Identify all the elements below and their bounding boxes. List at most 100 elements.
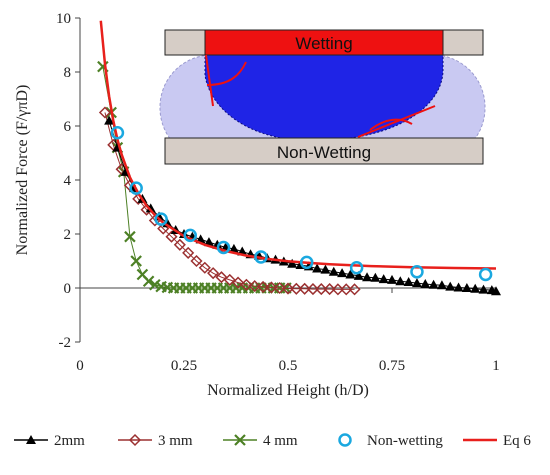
data-point-3mm	[173, 238, 186, 251]
bottom-plate	[164, 137, 484, 165]
data-point-2mm	[461, 283, 472, 292]
data-point-2mm	[145, 203, 156, 213]
data-point-3mm	[215, 271, 228, 284]
data-point-nonwetting	[349, 261, 364, 275]
data-point-2mm	[362, 272, 373, 282]
legend-marker-2mm	[26, 435, 36, 444]
data-point-nonwetting	[410, 265, 424, 279]
data-point-3mm	[315, 283, 328, 296]
data-point-2mm	[312, 263, 323, 273]
data-point-3mm	[323, 283, 336, 296]
data-point-3mm	[223, 273, 236, 286]
x-tick-label: 0	[76, 358, 84, 374]
series-nonwetting	[110, 126, 493, 282]
inset-bottom-label: Non-Wetting	[277, 143, 371, 162]
data-point-4mm	[130, 255, 142, 267]
data-point-nonwetting	[478, 267, 493, 282]
legend-item-non-wetting: Non-wetting	[338, 433, 443, 449]
contact-angle-line-bottom	[357, 105, 436, 138]
data-point-2mm	[387, 274, 397, 284]
data-point-2mm	[203, 237, 214, 247]
y-axis-title: Normalized Force (F/γπD)	[14, 85, 31, 256]
data-point-3mm	[182, 246, 195, 259]
contact-angle-arc-top	[206, 61, 247, 86]
data-point-3mm	[306, 283, 320, 296]
data-point-2mm	[370, 272, 381, 282]
data-point-4mm	[124, 230, 136, 243]
data-point-3mm	[232, 276, 245, 289]
legend-marker-non-wetting	[338, 433, 352, 447]
inset-schematic: Wetting Non-Wetting	[159, 29, 486, 165]
data-point-3mm	[265, 281, 278, 294]
data-point-nonwetting	[154, 212, 168, 226]
legend-item-3mm: 3 mm	[118, 433, 193, 449]
data-point-2mm	[453, 282, 464, 292]
data-point-2mm	[378, 274, 389, 284]
x-axis-title: Normalized Height (h/D)	[207, 382, 369, 399]
contact-angle-line-top	[205, 54, 214, 107]
legend-item-2mm: 2mm	[14, 433, 85, 449]
data-point-3mm	[281, 282, 295, 295]
y-tick-label: 4	[64, 173, 72, 189]
data-point-2mm	[328, 266, 339, 276]
data-point-3mm	[115, 163, 128, 176]
y-tick-label: 2	[64, 227, 72, 243]
data-point-2mm	[104, 115, 115, 125]
x-tick-label: 0.25	[171, 358, 197, 374]
data-point-2mm	[478, 284, 489, 294]
x-tick-label: 1	[492, 358, 500, 374]
data-point-3mm	[165, 230, 178, 243]
y-tick-label: 10	[56, 11, 71, 27]
data-point-3mm	[198, 261, 211, 274]
data-point-2mm	[428, 279, 439, 289]
y-tick-label: 8	[64, 65, 72, 81]
data-point-2mm	[436, 280, 447, 290]
legend-item-4mm: 4 mm	[223, 433, 298, 449]
data-point-3mm	[248, 280, 261, 293]
data-point-2mm	[228, 243, 239, 253]
x-tick-label: 0.75	[379, 358, 405, 374]
inset-top-label: Wetting	[295, 34, 352, 53]
data-point-3mm	[207, 267, 220, 280]
legend-item-eq6: Eq 6	[463, 433, 531, 449]
legend-label-4mm: 4 mm	[263, 433, 298, 449]
data-point-2mm	[445, 281, 456, 291]
data-point-3mm	[290, 282, 303, 295]
data-point-nonwetting	[299, 255, 314, 270]
data-point-3mm	[298, 282, 311, 295]
data-point-3mm	[273, 281, 286, 295]
y-tick-label: 0	[64, 281, 72, 297]
legend: 2mm 3 mm 4 mm Non-wetting Eq 6	[14, 433, 531, 449]
series-layer	[97, 20, 501, 296]
data-point-2mm	[287, 258, 298, 268]
data-point-2mm	[395, 276, 406, 286]
data-point-2mm	[411, 278, 422, 288]
data-point-2mm	[403, 277, 414, 287]
y-tick-label: -2	[59, 335, 72, 351]
contact-angle-arc-bottom	[369, 118, 413, 131]
series-3mm	[98, 106, 361, 296]
data-point-4mm	[142, 275, 155, 288]
legend-label-2mm: 2mm	[54, 433, 85, 449]
legend-label-eq6: Eq 6	[503, 433, 531, 449]
data-point-3mm	[190, 254, 203, 268]
legend-marker-4mm	[234, 434, 246, 446]
data-point-2mm	[320, 264, 331, 274]
data-point-3mm	[256, 280, 270, 293]
data-point-2mm	[420, 278, 431, 288]
data-point-2mm	[345, 269, 356, 279]
data-point-3mm	[348, 283, 361, 296]
data-point-3mm	[340, 283, 353, 296]
data-point-2mm	[491, 286, 501, 296]
x-tick-label: 0.5	[279, 358, 298, 374]
data-point-3mm	[240, 278, 253, 291]
data-point-2mm	[353, 270, 364, 280]
data-point-nonwetting	[183, 228, 197, 243]
legend-label-non-wetting: Non-wetting	[367, 433, 443, 449]
data-point-3mm	[98, 106, 112, 119]
data-point-2mm	[470, 283, 481, 293]
wetting-surface	[204, 29, 444, 56]
